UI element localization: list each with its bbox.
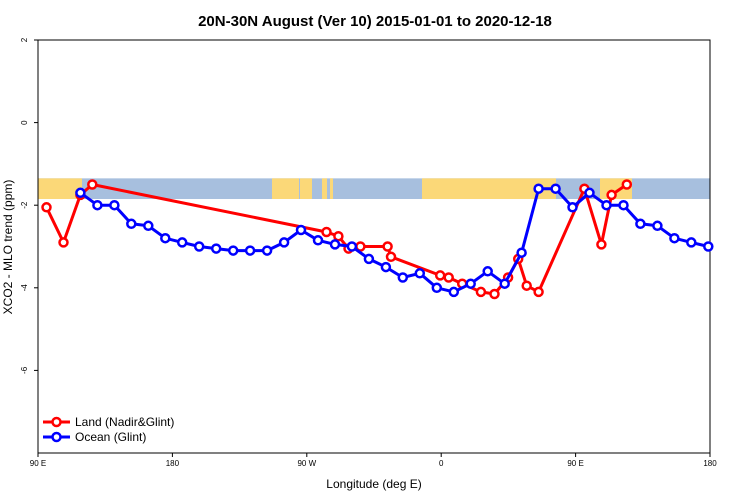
data-point-land	[606, 189, 617, 201]
data-point-ocean	[193, 241, 205, 252]
data-point-land	[596, 239, 607, 250]
data-point-land	[87, 179, 98, 190]
data-point-ocean	[635, 218, 646, 230]
data-point-ocean	[448, 286, 460, 298]
chart-title: 20N-30N August (Ver 10) 2015-01-01 to 20…	[198, 13, 552, 30]
data-point-land	[333, 230, 344, 242]
data-point-land	[521, 280, 532, 291]
data-point-ocean	[414, 268, 426, 279]
legend-label-land: Land (Nadir&Glint)	[75, 415, 174, 429]
series-ocean	[75, 183, 714, 298]
data-point-ocean	[126, 218, 137, 230]
data-point-ocean	[227, 245, 239, 256]
x-tick-label: 0	[439, 459, 444, 468]
data-point-ocean	[244, 245, 256, 256]
data-point-ocean	[210, 243, 222, 254]
data-point-land	[321, 226, 332, 238]
data-point-ocean	[567, 202, 578, 213]
data-point-ocean	[533, 183, 544, 194]
map-land-5	[422, 178, 556, 200]
data-point-ocean	[482, 266, 493, 277]
data-point-ocean	[686, 237, 697, 248]
legend-label-ocean: Ocean (Glint)	[75, 430, 146, 444]
data-point-land	[443, 272, 454, 283]
legend-marker-land	[51, 416, 62, 428]
data-point-ocean	[618, 199, 629, 211]
data-point-land	[489, 288, 500, 300]
x-tick-label: 90 W	[297, 459, 316, 468]
data-point-ocean	[92, 199, 103, 211]
data-point-ocean	[584, 187, 595, 199]
data-point-ocean	[431, 282, 443, 294]
data-point-ocean	[329, 239, 341, 250]
data-point-ocean	[278, 237, 290, 248]
data-point-land	[621, 179, 633, 190]
x-tick-label: 90 E	[30, 459, 46, 468]
x-tick-label: 90 E	[567, 459, 583, 468]
data-point-ocean	[160, 232, 171, 244]
map-land-0	[38, 178, 82, 200]
y-tick-label: -4	[20, 284, 29, 292]
legend: Land (Nadir&Glint) Ocean (Glint)	[43, 415, 174, 444]
data-point-ocean	[703, 241, 714, 252]
data-point-ocean	[669, 232, 680, 244]
data-point-ocean	[312, 235, 324, 246]
map-land-2	[300, 178, 312, 200]
data-point-ocean	[550, 183, 561, 194]
data-point-ocean	[397, 272, 409, 283]
y-tick-label: -6	[20, 366, 29, 374]
data-point-ocean	[75, 187, 86, 199]
x-tick-label: 180	[703, 459, 717, 468]
data-point-land	[385, 251, 397, 263]
data-point-land	[41, 202, 52, 213]
series-layer	[41, 179, 714, 300]
data-point-ocean	[143, 220, 154, 232]
data-point-ocean	[499, 278, 510, 289]
x-tick-label: 180	[166, 459, 180, 468]
data-point-ocean	[380, 261, 392, 273]
data-point-ocean	[109, 199, 120, 211]
data-point-land	[434, 270, 446, 281]
data-point-ocean	[601, 199, 612, 211]
y-tick-label: -2	[20, 201, 29, 209]
data-point-ocean	[346, 241, 358, 252]
map-land-1	[272, 178, 299, 200]
y-tick-label: 0	[20, 120, 29, 125]
series-line-ocean	[79, 187, 709, 294]
data-point-land	[533, 286, 544, 298]
x-axis-ticks: 90 E 180 90 W 0 90 E 180	[30, 453, 717, 468]
data-point-ocean	[652, 220, 663, 232]
data-point-land	[58, 237, 69, 248]
data-point-ocean	[516, 247, 527, 258]
x-axis-label: Longitude (deg E)	[326, 477, 421, 491]
y-tick-label: 2	[20, 37, 29, 42]
data-point-ocean	[295, 224, 307, 236]
data-point-ocean	[465, 278, 476, 289]
data-point-land	[475, 286, 487, 298]
data-point-ocean	[363, 253, 375, 265]
y-axis-label: XCO2 - MLO trend (ppm)	[1, 180, 15, 315]
data-point-land	[382, 241, 393, 252]
map-land-3	[322, 178, 327, 200]
data-point-ocean	[176, 237, 188, 248]
data-point-ocean	[261, 245, 273, 256]
legend-marker-ocean	[51, 431, 62, 443]
map-land-4	[330, 178, 333, 200]
y-axis-ticks: 2 0 -2 -4 -6	[20, 37, 38, 374]
